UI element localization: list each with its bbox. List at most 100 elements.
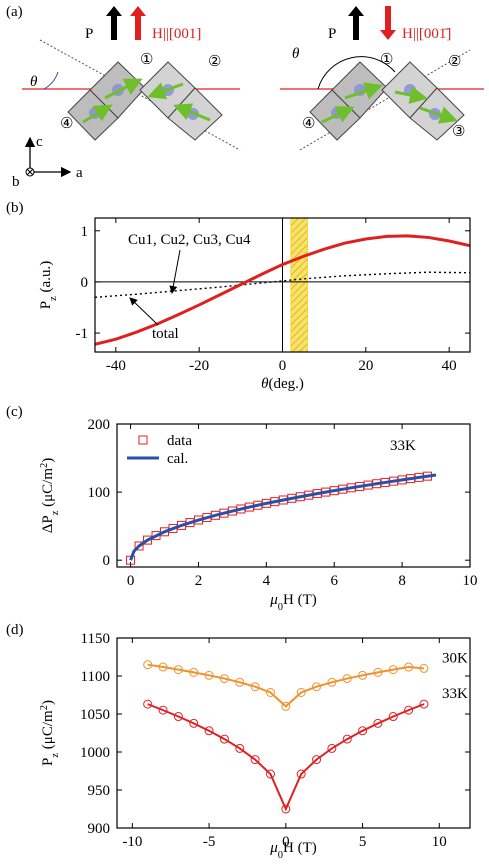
legend-label: data — [167, 433, 192, 449]
marker — [312, 682, 322, 692]
marker — [281, 804, 291, 814]
series-line — [147, 703, 425, 812]
site: ④ — [60, 116, 73, 132]
series-line — [147, 663, 425, 708]
marker — [235, 677, 245, 687]
x-tick-label: 0 — [279, 358, 287, 374]
marker — [173, 665, 183, 675]
label-part: P — [38, 301, 54, 309]
marker — [204, 670, 214, 680]
label-sub: z — [50, 510, 61, 515]
x-tick-label: 0 — [127, 573, 135, 589]
theta-arc — [317, 56, 396, 90]
marker — [235, 743, 245, 753]
b-axis-cross — [26, 168, 34, 176]
marker — [388, 712, 398, 722]
legend-label: cal. — [167, 451, 188, 467]
x-tick-label: 10 — [432, 834, 447, 850]
theta-arc — [43, 71, 59, 90]
series-label: 30K — [442, 650, 468, 666]
marker — [373, 718, 383, 728]
x-axis-label: μ0H (T) — [269, 840, 317, 859]
label-sub: z — [50, 753, 61, 758]
label-part: θ — [261, 376, 269, 392]
label-part: (a.u.) — [38, 261, 54, 296]
marker — [388, 665, 398, 675]
series-label: 33K — [442, 686, 468, 702]
label-part: (deg.) — [268, 376, 303, 392]
marker — [327, 743, 337, 753]
annotation: 33K — [390, 438, 416, 454]
marker — [419, 699, 429, 709]
marker — [143, 660, 153, 670]
label-part: μ — [269, 840, 278, 856]
y-tick-label: 1050 — [80, 707, 110, 723]
y-tick-label: 950 — [88, 783, 111, 799]
label-sub: 0 — [278, 850, 283, 860]
x-tick-label: 5 — [359, 834, 367, 850]
marker — [219, 674, 229, 684]
marker — [404, 705, 414, 715]
label-part: P — [40, 758, 56, 766]
marker — [250, 755, 260, 765]
label-sub: z — [48, 296, 59, 301]
annotation-arrow — [129, 297, 159, 326]
label-part: ΔP — [40, 515, 56, 533]
marker — [173, 712, 183, 722]
label-sub: 0 — [278, 602, 283, 613]
tetrahedra — [67, 61, 223, 141]
x-tick-label: 2 — [195, 573, 203, 589]
marker — [419, 663, 429, 673]
x-tick-label: 10 — [463, 573, 478, 589]
marker — [134, 541, 144, 551]
annotation: Cu1, Cu2, Cu3, Cu4 — [128, 232, 251, 248]
marker — [265, 769, 275, 779]
spin-arrows — [82, 78, 211, 124]
chart: (d) -10 -5 0 5 10 900 950 1000 1050 1100 1150 μ0H (T… — [6, 622, 471, 861]
label-part: (μC/m — [40, 468, 56, 511]
y-axis-label: ΔPz (μC/m2) — [39, 458, 61, 534]
panel-label: (b) — [6, 200, 24, 216]
h-label: H||[001̄] — [402, 26, 451, 42]
p-arrow — [106, 6, 122, 40]
marker — [373, 667, 383, 677]
diagram: (a) θ ① ② ④ P H||[001] — [6, 4, 484, 190]
marker — [204, 726, 214, 736]
y-tick-label: 0 — [81, 275, 89, 291]
marker — [312, 755, 322, 765]
marker — [404, 662, 414, 672]
chart: (b) -40 -20 0 20 40 -1 0 1 θ(deg.) Pz (a.u.) Cu1, C… — [6, 200, 471, 392]
y-tick-label: 200 — [88, 417, 111, 433]
y-tick-label: -1 — [76, 326, 89, 342]
site: ② — [208, 54, 221, 70]
x-tick-label: 40 — [442, 358, 457, 374]
y-tick-label: 900 — [88, 821, 111, 837]
x-tick-label: 20 — [358, 358, 373, 374]
h-label: H||[001] — [152, 26, 201, 42]
marker — [296, 687, 306, 697]
label-sup: 2 — [39, 705, 50, 710]
x-tick-label: -20 — [189, 358, 209, 374]
y-tick-label: 0 — [103, 553, 111, 569]
y-axis-label: Pz (μC/m2) — [39, 700, 61, 766]
panel-label: (c) — [6, 404, 23, 420]
site: ③ — [452, 124, 465, 140]
marker — [342, 734, 352, 744]
marker — [143, 699, 153, 709]
marker — [250, 682, 260, 692]
tetrahedra — [309, 61, 465, 141]
annotation: total — [152, 326, 179, 342]
axis-name: c — [36, 134, 43, 150]
panel-label: (d) — [6, 622, 24, 638]
label-part: H (T) — [283, 840, 317, 856]
x-tick-label: -10 — [122, 834, 142, 850]
panel-label: (a) — [6, 4, 23, 20]
marker — [158, 662, 168, 672]
marker — [358, 670, 368, 680]
legend-marker — [138, 435, 148, 445]
plot-frame — [94, 217, 471, 353]
h-arrow — [130, 6, 146, 40]
series-line — [129, 473, 437, 561]
